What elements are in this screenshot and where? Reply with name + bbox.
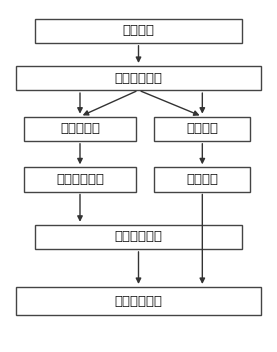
Bar (155, 117, 250, 141)
Bar (155, 167, 250, 191)
Text: 设计航线: 设计航线 (122, 24, 155, 37)
Text: 沿航线飞行: 沿航线飞行 (60, 122, 100, 135)
Text: 重复测距: 重复测距 (186, 122, 218, 135)
Text: 距离均值: 距离均值 (186, 173, 218, 186)
Bar (16, 66, 261, 90)
Bar (24, 167, 136, 191)
Text: 设置工作参数: 设置工作参数 (114, 71, 163, 84)
Bar (16, 287, 261, 315)
Bar (35, 19, 242, 43)
Text: 计算气象改正: 计算气象改正 (114, 230, 163, 243)
Bar (24, 117, 136, 141)
Text: 完成气象改正: 完成气象改正 (114, 295, 163, 308)
Bar (35, 225, 242, 249)
Text: 气象元素均值: 气象元素均值 (56, 173, 104, 186)
